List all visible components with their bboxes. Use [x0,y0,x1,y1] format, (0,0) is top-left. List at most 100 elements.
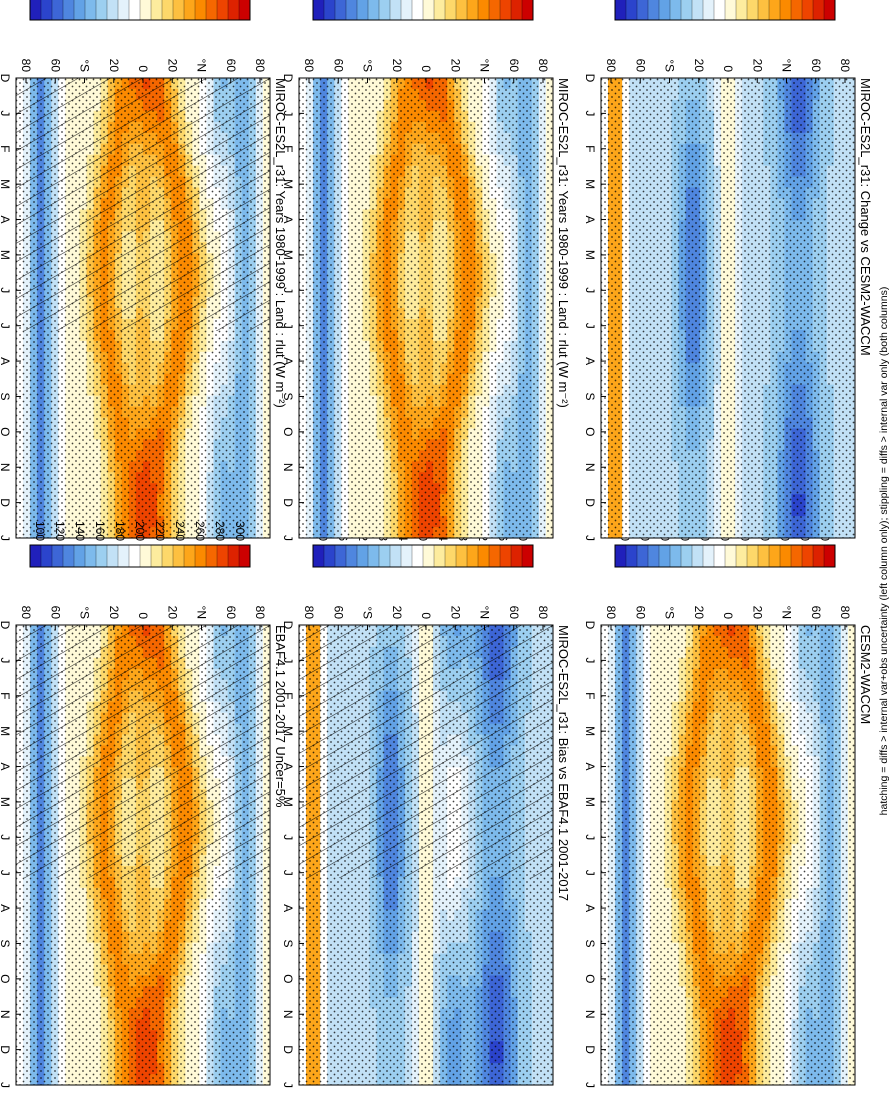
colorbar-swatch [227,0,240,21]
colorbar-swatch [95,0,108,21]
colorbar-swatch [444,544,457,568]
colorbar-swatch [312,544,325,568]
y-tick-label: 80 [253,59,267,73]
hatching-overlay [16,78,270,331]
colorbar-label: 260 [193,521,207,541]
rotated-figure-group: DJFMAMJJASONDJ8060°N20020°S6080MIROC-ES2… [0,0,873,1088]
x-tick-label: S [0,939,12,947]
colorbar-label: 100 [33,521,47,541]
y-tick-label: 20 [107,59,121,73]
colorbar-swatch [172,544,185,568]
x-tick-label: F [0,692,12,699]
colorbar-swatch [477,544,490,568]
colorbar-swatch [106,544,119,568]
x-tick-label: S [281,939,295,947]
colorbar-label: 280 [213,521,227,541]
x-tick-label: D [281,1045,295,1054]
y-tick-label: 0 [136,65,150,72]
x-tick-label: S [0,392,12,400]
colorbar-swatch [205,0,218,21]
x-tick-label: N [0,1010,12,1019]
colorbar-swatch [84,544,97,568]
colorbar-swatch [139,544,152,568]
x-tick-label: J [0,1082,12,1088]
colorbar-swatch [73,0,86,21]
colorbar-swatch [227,544,240,568]
colorbar-swatch [510,544,523,568]
y-tick-label: 20 [448,606,462,620]
colorbar-swatch [183,0,196,21]
colorbar-swatch [29,0,42,21]
x-tick-label: F [0,145,12,152]
x-tick-label: J [0,870,12,876]
colorbar-swatch [334,544,347,568]
colorbar-swatch [73,544,86,568]
y-tick-label: 80 [253,606,267,620]
colorbar-swatch [238,0,251,21]
colorbar-swatch [161,544,174,568]
y-tick-label: °N [195,59,209,72]
hatching-overlay [299,625,553,878]
x-tick-label: J [281,1082,295,1088]
panel-title: MIROC-ES2L_r31: Bias vs EBAF4.1 2001-201… [556,625,571,901]
colorbar-label: 200 [133,521,147,541]
colorbar-swatch [216,0,229,21]
y-tick-label: 60 [507,606,521,620]
colorbar-swatch [51,544,64,568]
y-tick-label: 20 [165,606,179,620]
y-tick-label: 20 [165,59,179,73]
colorbar-swatch [128,544,141,568]
colorbar-swatch [40,0,53,21]
panel-title: EBAF4.1 2001-2017 Uncer=5% [273,625,288,808]
colorbar-swatch [345,544,358,568]
colorbar-swatch [499,544,512,568]
colorbar-swatch [29,544,42,568]
x-tick-label: J [0,834,12,840]
x-tick-label: J [281,657,295,663]
y-tick-label: 60 [331,606,345,620]
x-tick-label: M [0,179,12,189]
colorbar-swatch [150,0,163,21]
x-tick-label: N [281,1010,295,1019]
x-tick-label: J [0,657,12,663]
x-tick-label: A [0,904,12,912]
x-tick-label: A [0,357,12,365]
colorbar-swatch [455,544,468,568]
y-tick-label: 20 [107,606,121,620]
y-tick-label: °S [78,59,92,72]
y-tick-label: °S [361,606,375,619]
colorbar-swatch [400,544,413,568]
x-tick-label: A [281,904,295,912]
colorbar-swatch [62,0,75,21]
colorbar-swatch [356,544,369,568]
y-tick-label: 60 [224,59,238,73]
x-tick-label: N [0,463,12,472]
colorbar-swatch [466,544,479,568]
x-tick-label: O [0,427,12,436]
colorbar-swatch [488,544,501,568]
y-tick-label: 0 [136,612,150,619]
x-tick-label: A [0,216,12,224]
x-tick-label: D [0,74,12,83]
colorbar-swatch [433,544,446,568]
colorbar-label: 120 [53,521,67,541]
colorbar-swatch [378,544,391,568]
x-tick-label: J [281,834,295,840]
y-tick-label: 80 [536,606,550,620]
x-tick-label: J [0,323,12,329]
colorbar-swatch [216,544,229,568]
colorbar-swatch [150,544,163,568]
colorbar-label: 160 [93,521,107,541]
colorbar-swatch [323,544,336,568]
y-tick-label: 80 [19,59,33,73]
x-tick-label: A [281,763,295,771]
x-tick-label: J [0,535,12,541]
x-tick-label: O [0,974,12,983]
panel-p1: DJFMAMJJASONDJ8060°N20020°S6080MIROC-ES2… [0,0,288,541]
x-tick-label: M [281,726,295,736]
y-tick-label: 80 [302,606,316,620]
hatching-overlay [16,625,270,878]
